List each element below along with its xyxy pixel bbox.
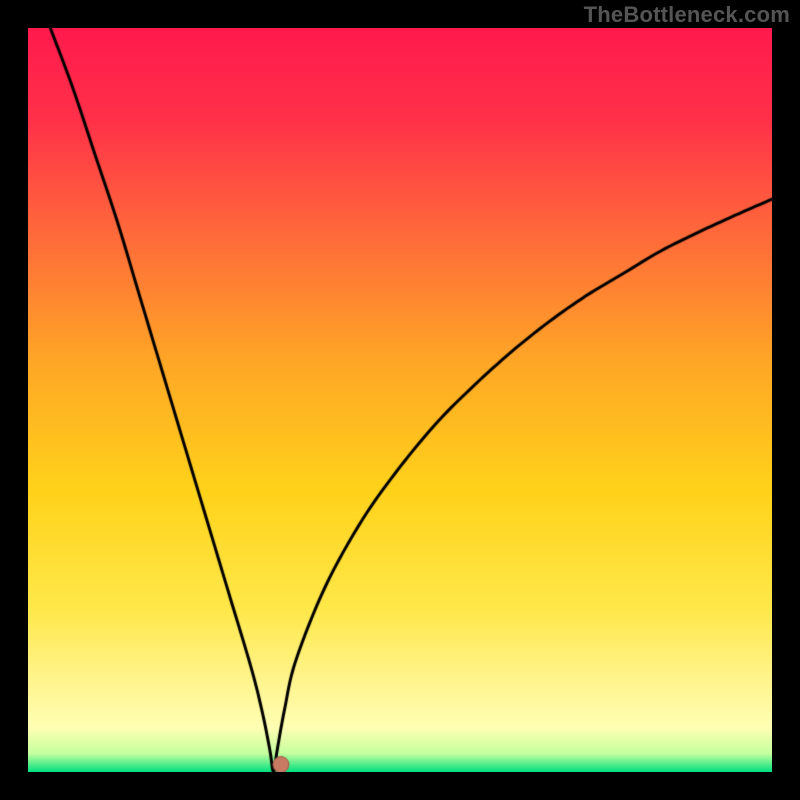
- watermark-text: TheBottleneck.com: [584, 2, 790, 28]
- plot-canvas: [28, 28, 772, 772]
- chart-container: TheBottleneck.com: [0, 0, 800, 800]
- plot-frame: [28, 28, 772, 772]
